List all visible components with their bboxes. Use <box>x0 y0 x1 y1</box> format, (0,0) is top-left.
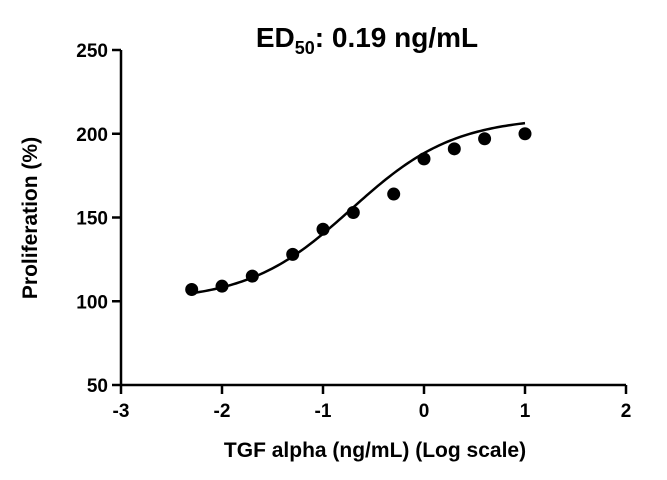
x-axis-label: TGF alpha (ng/mL) (Log scale) <box>224 439 526 462</box>
chart-title: ED50: 0.19 ng/mL <box>256 22 478 58</box>
x-tick-label: 0 <box>419 401 430 422</box>
data-point <box>417 152 431 166</box>
y-tick-label: 100 <box>76 292 108 313</box>
data-point <box>447 142 461 156</box>
data-point <box>387 187 401 201</box>
data-point <box>185 283 199 297</box>
x-tick-label: 1 <box>520 401 531 422</box>
x-tick-label: -2 <box>214 401 231 422</box>
y-tick-label: 150 <box>76 209 108 230</box>
data-point <box>478 132 492 146</box>
fit-curve <box>191 121 526 295</box>
data-point <box>215 279 229 293</box>
chart-title-subscript: 50 <box>295 38 315 58</box>
fit-curve-layer <box>191 121 526 295</box>
x-tick-label: -1 <box>315 401 332 422</box>
y-tick-label: 200 <box>76 125 108 146</box>
data-point <box>245 269 259 283</box>
data-point <box>316 222 330 236</box>
chart-title-suffix: : 0.19 ng/mL <box>315 22 478 53</box>
data-points-layer <box>185 127 532 297</box>
data-point <box>518 127 532 141</box>
y-axis-label: Proliferation (%) <box>19 137 42 299</box>
y-tick-label: 50 <box>87 376 108 397</box>
chart-title-prefix: ED <box>256 22 295 53</box>
data-point <box>346 205 360 219</box>
data-point <box>286 247 300 261</box>
x-tick-label: 2 <box>621 401 632 422</box>
y-tick-label: 250 <box>76 41 108 62</box>
x-tick-label: -3 <box>113 401 130 422</box>
